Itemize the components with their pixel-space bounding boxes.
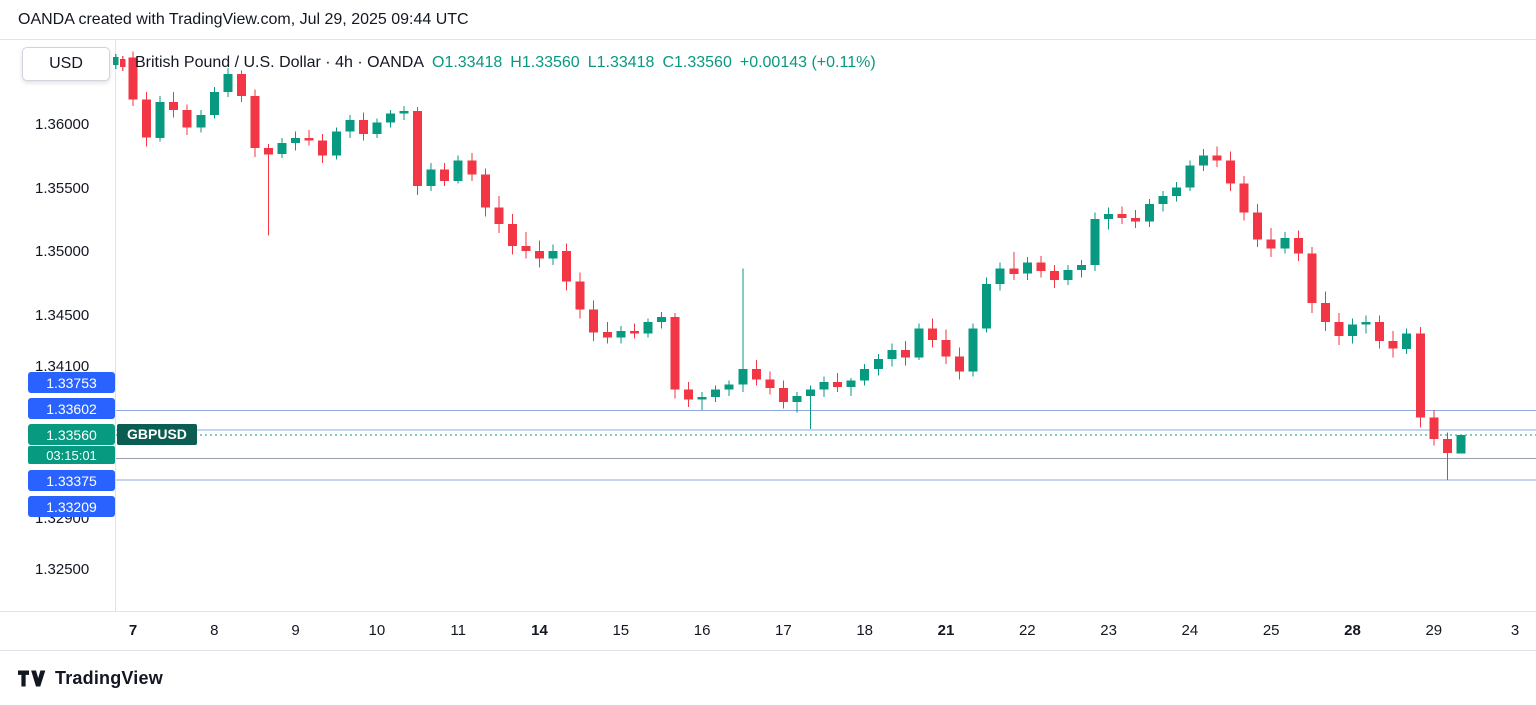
price-tick-label: 1.34500	[35, 307, 90, 324]
footer: TradingView	[0, 652, 1536, 705]
symbol-legend[interactable]: British Pound / U.S. Dollar · 4h · OANDA…	[112, 53, 876, 72]
time-axis-label: 7	[128, 622, 138, 639]
level-price-label: 1.33602	[28, 398, 115, 419]
time-axis-label: 8	[210, 622, 219, 639]
time-axis-label: 15	[612, 622, 630, 639]
time-axis-label: 3	[1510, 622, 1520, 639]
candlestick-chart[interactable]	[115, 40, 1536, 611]
time-axis-label: 22	[1018, 622, 1036, 639]
level-price-label: 1.33753	[28, 372, 115, 393]
time-axis-label: 10	[368, 622, 386, 639]
current-price-label: 1.33560	[28, 424, 115, 445]
price-tick-label: 1.32500	[35, 561, 90, 578]
price-tick-label: 1.36000	[35, 116, 90, 133]
ohlc-high: H1.33560	[510, 53, 580, 71]
candle-countdown-label: 03:15:01	[28, 446, 115, 464]
ohlc-low: L1.33418	[587, 53, 655, 71]
time-axis-label: 11	[450, 622, 466, 639]
change-value: +0.00143 (+0.11%)	[739, 53, 876, 71]
time-axis-label: 23	[1100, 622, 1117, 639]
time-axis-label: 25	[1262, 622, 1280, 639]
ohlc-close: C1.33560	[662, 53, 732, 71]
time-axis-label: 24	[1181, 622, 1199, 639]
price-line-symbol-tag: GBPUSD	[117, 424, 197, 445]
time-axis[interactable]: 7 8 9 10 11 14 15 16 17 18 21 22 23 24 25 28 29 3	[0, 611, 1536, 651]
currency-toggle-button[interactable]: USD	[22, 47, 110, 81]
symbol-title[interactable]: British Pound / U.S. Dollar · 4h · OANDA	[135, 53, 424, 71]
time-axis-label: 18	[856, 622, 874, 639]
time-axis-label: 16	[693, 622, 711, 639]
time-axis-label: 28	[1344, 622, 1361, 639]
time-axis-label: 17	[775, 622, 792, 639]
time-axis-label: 29	[1425, 622, 1443, 639]
level-price-label: 1.33375	[28, 470, 115, 491]
price-axis-separator	[115, 40, 116, 650]
candlestick-series-icon	[112, 53, 127, 72]
price-tick-label: 1.35500	[35, 180, 90, 197]
level-price-label: 1.33209	[28, 496, 115, 517]
chart-canvas[interactable]	[115, 40, 1536, 611]
price-tick-label: 1.35000	[35, 243, 90, 260]
time-axis-label: 9	[291, 622, 300, 639]
ohlc-open: O1.33418	[431, 53, 503, 71]
time-axis-label: 14	[531, 622, 548, 639]
price-tick-label: 1.34100	[35, 358, 90, 375]
tradingview-brand[interactable]: TradingView	[55, 668, 163, 688]
tradingview-logo-icon[interactable]	[18, 669, 46, 688]
attribution-text: OANDA created with TradingView.com, Jul …	[18, 10, 469, 28]
attribution-bar: OANDA created with TradingView.com, Jul …	[0, 0, 1536, 40]
time-axis-label: 21	[937, 622, 955, 639]
